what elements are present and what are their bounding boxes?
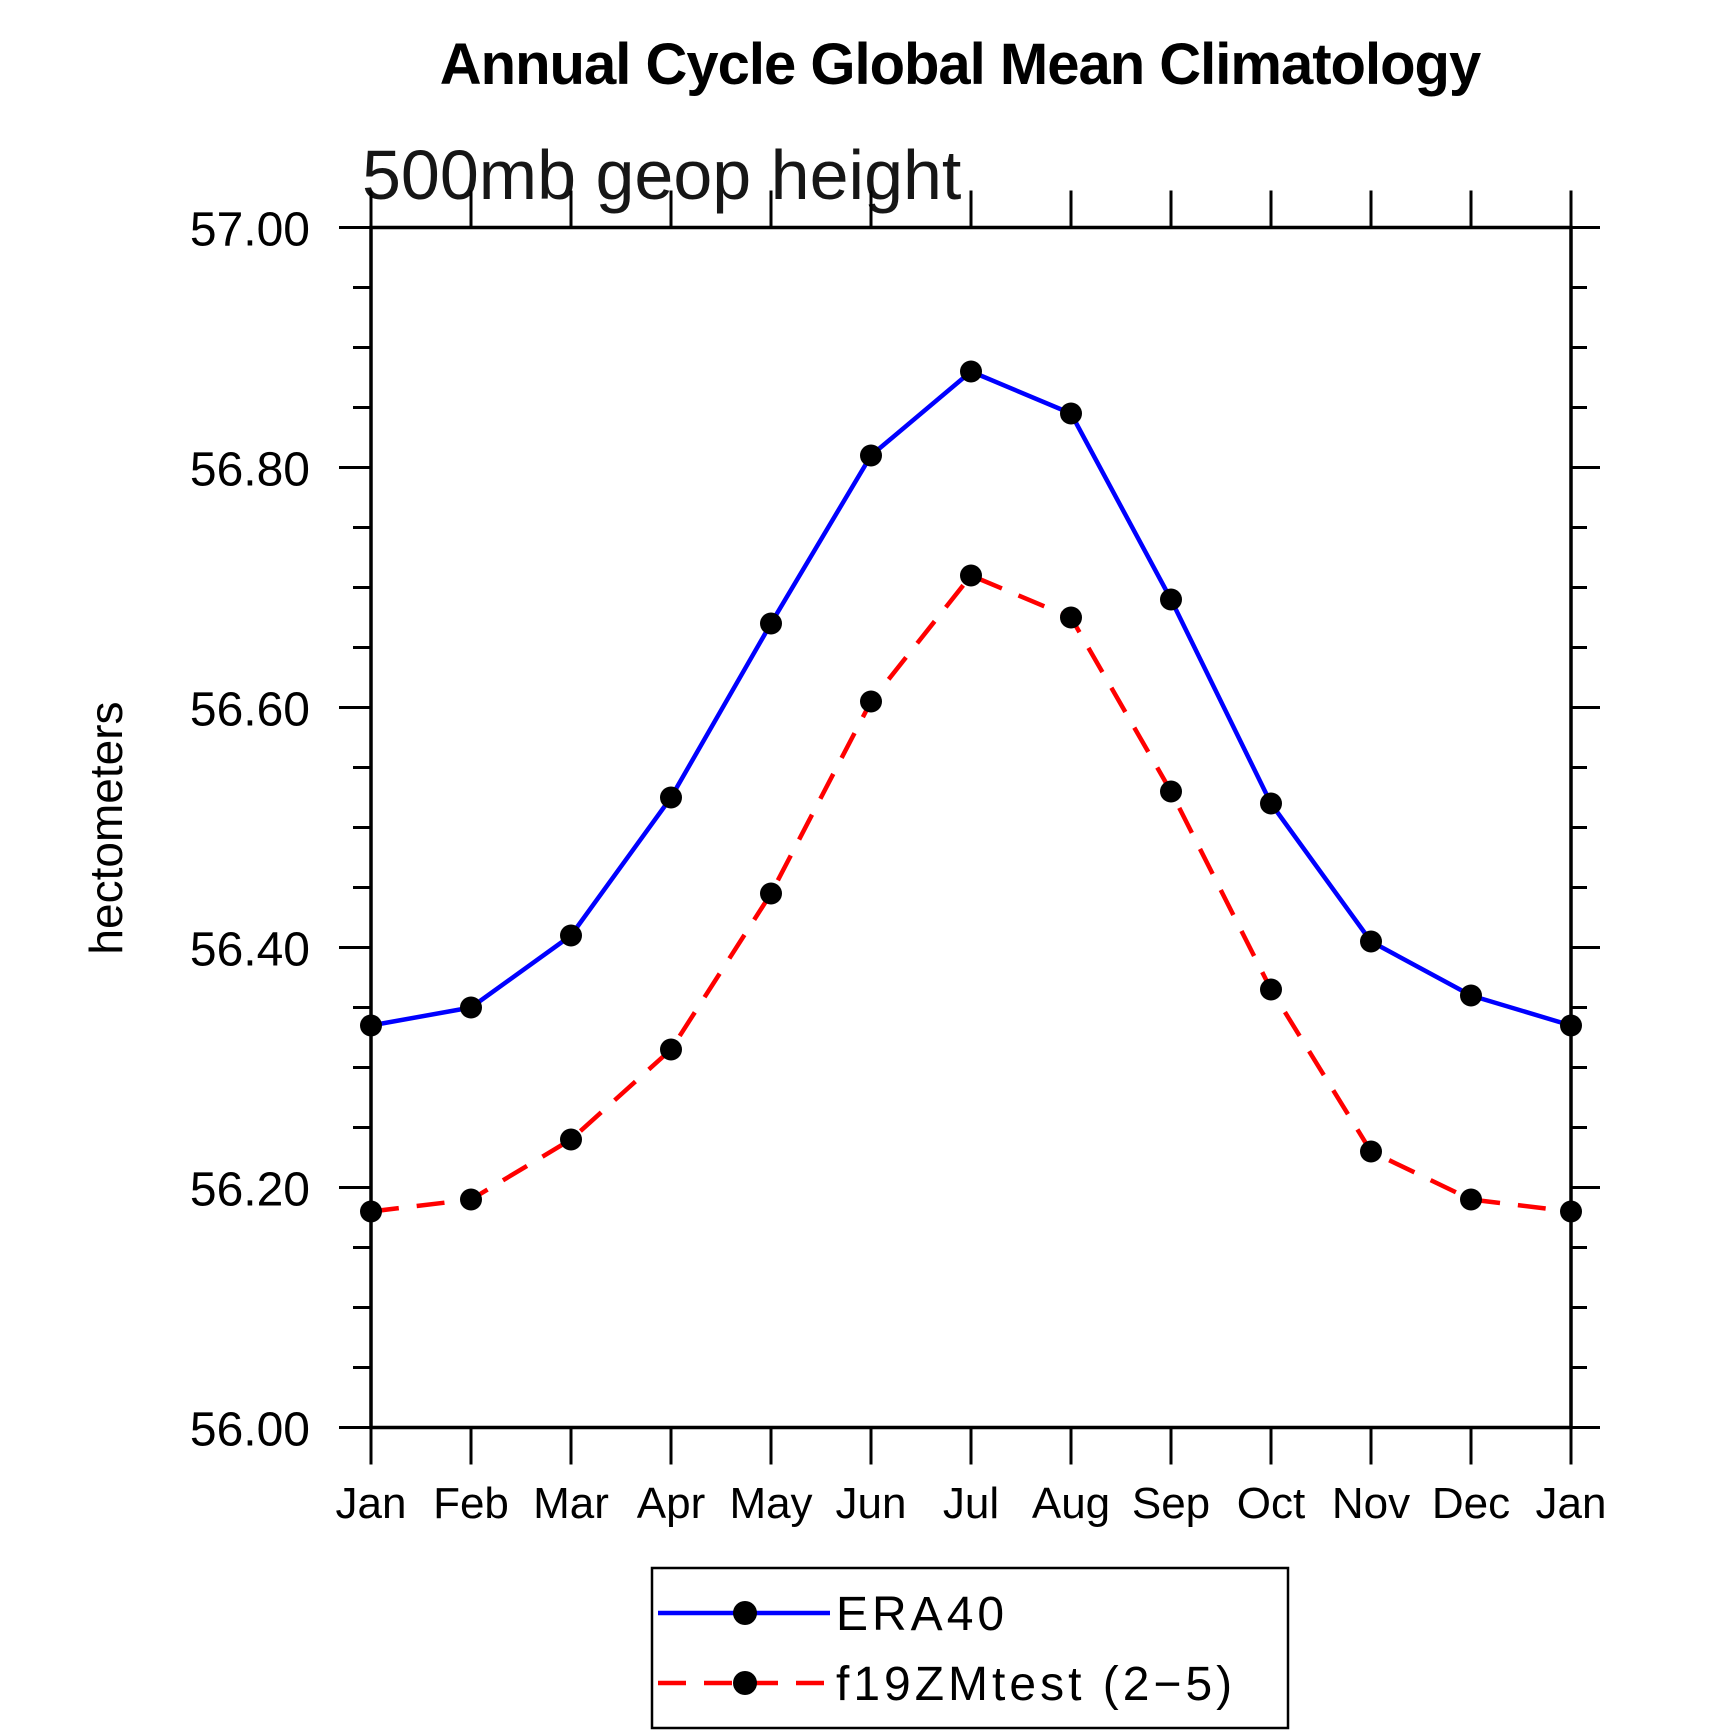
x-tick-label: Sep (1132, 1479, 1210, 1528)
data-point-marker (560, 924, 582, 947)
data-point-marker (560, 1128, 582, 1151)
x-tick-label: Dec (1432, 1479, 1510, 1528)
legend-box (650, 1566, 1290, 1730)
x-tick-label: Oct (1237, 1479, 1305, 1528)
data-point-marker (760, 612, 782, 635)
y-tick-label: 56.60 (190, 684, 310, 737)
data-point-marker (460, 1188, 482, 1211)
data-point-marker (1060, 606, 1082, 629)
data-point-marker (1360, 1140, 1382, 1163)
data-point-marker (660, 786, 682, 809)
legend-marker (733, 1601, 757, 1625)
data-point-marker (960, 564, 982, 587)
series-line-era40 (370, 369, 1572, 1028)
x-tick-label: Apr (637, 1479, 705, 1528)
data-point-marker (1560, 1014, 1582, 1037)
data-point-marker (360, 1200, 382, 1223)
x-tick-label: Mar (533, 1479, 609, 1528)
y-tick-label: 56.00 (190, 1404, 310, 1457)
legend-label: ERA40 (836, 1588, 1008, 1641)
data-point-marker (860, 690, 882, 713)
series-line-f19zmtest (370, 573, 1572, 1214)
data-point-marker (1160, 588, 1182, 611)
plot-frame (369, 225, 1573, 1430)
data-point-marker (1560, 1200, 1582, 1223)
data-point-marker (1160, 780, 1182, 803)
legend-marker (733, 1671, 757, 1695)
chart-title: Annual Cycle Global Mean Climatology (440, 32, 1481, 97)
x-tick-label: Feb (433, 1479, 509, 1528)
data-point-marker (960, 360, 982, 383)
data-point-marker (660, 1038, 682, 1061)
data-point-marker (860, 444, 882, 467)
data-point-marker (360, 1014, 382, 1037)
y-tick-label: 57.00 (190, 204, 310, 257)
data-point-marker (1260, 792, 1282, 815)
y-axis-title: hectometers (80, 701, 132, 954)
x-tick-label: Aug (1032, 1479, 1110, 1528)
data-point-marker (760, 882, 782, 905)
x-tick-label: Jan (1536, 1479, 1607, 1528)
plot-area: Jan Feb Mar Apr May Jun Jul Aug Sep Oct Nov Dec Jan 5… (190, 190, 1607, 1730)
y-tick-label: 56.20 (190, 1164, 310, 1217)
chart-subtitle: 500mb geop height (362, 136, 961, 214)
data-point-marker (1460, 984, 1482, 1007)
data-point-marker (1260, 978, 1282, 1001)
data-point-marker (1460, 1188, 1482, 1211)
x-tick-label: Nov (1332, 1479, 1410, 1528)
y-tick-label: 56.40 (190, 924, 310, 977)
data-point-marker (1060, 402, 1082, 425)
data-point-marker (460, 996, 482, 1019)
x-tick-label: Jul (943, 1479, 999, 1528)
legend-label: f19ZMtest (2−5) (836, 1658, 1236, 1711)
x-tick-label: Jun (836, 1479, 907, 1528)
y-tick-label: 56.80 (190, 444, 310, 497)
data-point-marker (1360, 930, 1382, 953)
x-tick-label: Jan (336, 1479, 407, 1528)
x-tick-label: May (729, 1479, 812, 1528)
